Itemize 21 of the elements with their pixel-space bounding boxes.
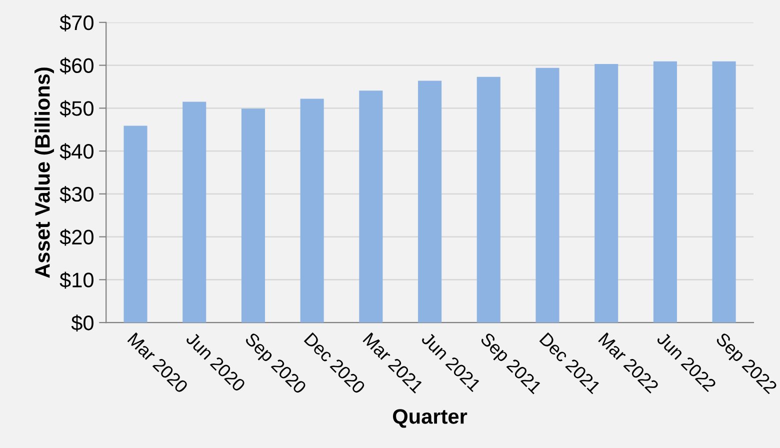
y-tick-label: $50 [60,100,94,118]
bar [653,61,677,323]
bar [241,108,265,323]
bar [594,64,618,323]
y-tick-label: $40 [60,143,94,160]
bar [418,80,442,323]
x-axis-title: Quarter [393,409,468,428]
y-tick-label: $70 [60,14,94,32]
bar [536,68,560,323]
y-tick-label: $10 [60,272,94,289]
y-tick-label: $20 [60,228,94,246]
bar [476,76,500,323]
y-tick-label: $30 [60,186,94,203]
bar [124,126,148,323]
y-tick-label: $60 [60,57,94,74]
y-tick-label: $0 [71,314,94,332]
bar [182,102,206,323]
bar [712,61,736,323]
y-axis-title: Asset Value (Billions) [34,68,54,278]
bar [359,90,383,323]
bar [300,98,324,323]
